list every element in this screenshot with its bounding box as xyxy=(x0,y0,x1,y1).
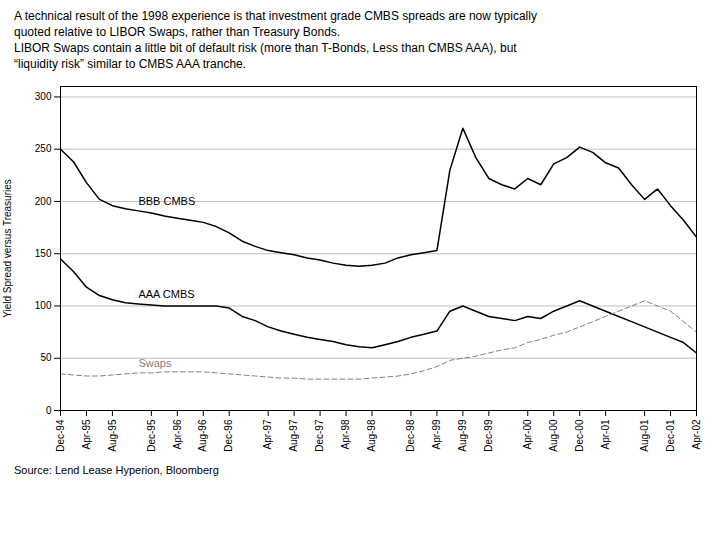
svg-text:Dec-99: Dec-99 xyxy=(483,419,494,452)
svg-text:Apr-97: Apr-97 xyxy=(262,419,273,449)
svg-text:Dec-94: Dec-94 xyxy=(55,419,66,452)
svg-text:AAA CMBS: AAA CMBS xyxy=(138,288,194,300)
svg-text:Dec-00: Dec-00 xyxy=(574,419,585,452)
svg-text:Aug-00: Aug-00 xyxy=(548,419,559,452)
svg-text:Apr-96: Apr-96 xyxy=(172,419,183,449)
svg-text:BBB CMBS: BBB CMBS xyxy=(138,195,195,207)
svg-text:100: 100 xyxy=(35,300,52,311)
svg-text:Apr-99: Apr-99 xyxy=(431,419,442,449)
svg-text:150: 150 xyxy=(35,248,52,259)
svg-text:Dec-01: Dec-01 xyxy=(665,419,676,452)
svg-text:Aug-98: Aug-98 xyxy=(366,419,377,452)
svg-text:Dec-95: Dec-95 xyxy=(146,419,157,452)
html-text:A technical result of the 1998: A technical result of the 1998 experienc… xyxy=(14,9,537,23)
html-text:quoted relative to LIBOR Swaps: quoted relative to LIBOR Swaps, rather t… xyxy=(14,25,341,39)
svg-text:200: 200 xyxy=(35,196,52,207)
html-text:LIBOR Swaps contain a little b: LIBOR Swaps contain a little bit of defa… xyxy=(14,41,517,55)
svg-text:Aug-96: Aug-96 xyxy=(197,419,208,452)
svg-text:Yield Spread versus Treasuries: Yield Spread versus Treasuries xyxy=(2,179,13,318)
svg-text:Aug-01: Aug-01 xyxy=(639,419,650,452)
svg-text:Dec-97: Dec-97 xyxy=(314,419,325,452)
svg-text:Apr-02: Apr-02 xyxy=(691,419,702,449)
svg-text:Apr-01: Apr-01 xyxy=(600,419,611,449)
svg-text:Apr-00: Apr-00 xyxy=(522,419,533,449)
html-text:Source: Lend Lease Hyperion, B: Source: Lend Lease Hyperion, Bloomberg xyxy=(14,464,219,476)
svg-text:50: 50 xyxy=(40,352,52,363)
svg-text:Aug-95: Aug-95 xyxy=(107,419,118,452)
svg-text:Dec-96: Dec-96 xyxy=(223,419,234,452)
svg-text:Dec-98: Dec-98 xyxy=(405,419,416,452)
svg-text:Apr-95: Apr-95 xyxy=(81,419,92,449)
svg-text:Aug-97: Aug-97 xyxy=(288,419,299,452)
svg-text:250: 250 xyxy=(35,143,52,154)
svg-text:Swaps: Swaps xyxy=(138,357,172,369)
svg-text:Apr-98: Apr-98 xyxy=(340,419,351,449)
svg-text:300: 300 xyxy=(35,91,52,102)
svg-text:Aug-99: Aug-99 xyxy=(457,419,468,452)
html-text:“liquidity risk” similar to CM: “liquidity risk” similar to CMBS AAA tra… xyxy=(14,57,247,71)
svg-text:0: 0 xyxy=(46,405,52,416)
